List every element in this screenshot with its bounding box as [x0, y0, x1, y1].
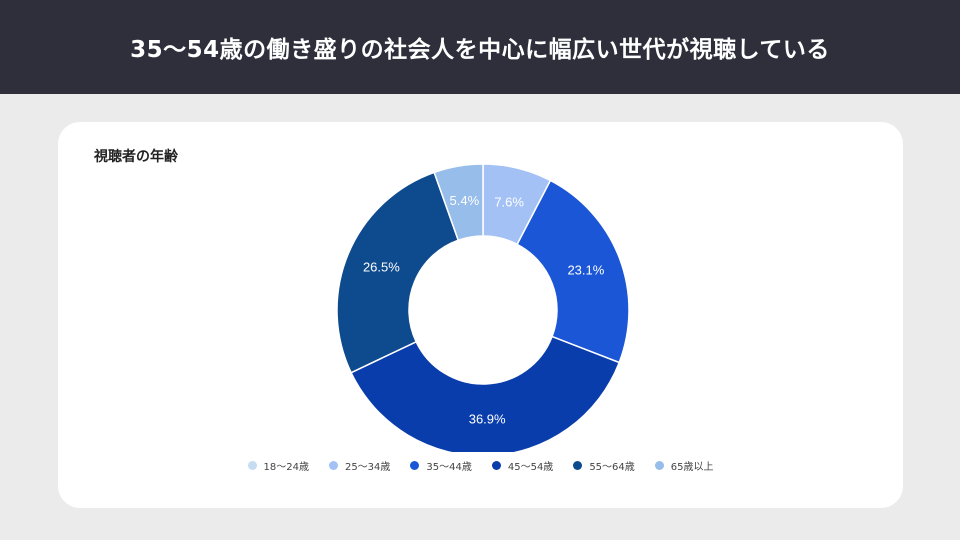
legend-label: 65歳以上 [670, 462, 714, 473]
legend-swatch [573, 461, 583, 470]
donut-slice [433, 163, 484, 242]
chart-legend: 18〜24歳 25〜34歳 35〜44歳 45〜54歳 55〜64歳 65歳以上 [58, 458, 903, 473]
legend-swatch [247, 461, 257, 470]
slice-value-label: 5.4% [450, 193, 480, 208]
slice-value-label: 23.1% [567, 263, 604, 278]
chart-title: 視聴者の年齢 [94, 149, 178, 165]
legend-label: 25〜34歳 [344, 462, 391, 473]
legend-label: 18〜24歳 [263, 462, 309, 473]
donut-slice [350, 335, 621, 452]
donut-slice [516, 179, 630, 364]
page-title: 35〜54歳の働き盛りの社会人を中心に幅広い世代が視聴している [130, 37, 830, 63]
legend-item: 18〜24歳 [247, 458, 309, 473]
legend-item: 65歳以上 [654, 458, 714, 473]
chart-card: 視聴者の年齢 7.6% 23.1% 36.9% 26.5% 5.4% 18〜24歳 25〜… [58, 122, 903, 508]
legend-swatch [328, 461, 338, 470]
slice-value-label: 36.9% [469, 411, 506, 426]
legend-item: 25〜34歳 [328, 458, 391, 473]
legend-item: 35〜44歳 [410, 458, 472, 473]
slice-value-label: 7.6% [494, 195, 524, 210]
legend-swatch [410, 461, 420, 470]
legend-swatch [654, 461, 664, 470]
legend-item: 55〜64歳 [573, 458, 635, 473]
legend-item: 45〜54歳 [491, 458, 554, 473]
donut-slice [336, 171, 460, 374]
header-bar: 35〜54歳の働き盛りの社会人を中心に幅広い世代が視聴している [0, 0, 960, 94]
legend-label: 35〜44歳 [426, 462, 472, 473]
legend-swatch [491, 461, 501, 470]
donut-chart: 7.6% 23.1% 36.9% 26.5% 5.4% [336, 163, 630, 452]
legend-label: 55〜64歳 [589, 462, 635, 473]
slice-value-label: 26.5% [363, 259, 400, 274]
legend-label: 45〜54歳 [507, 462, 554, 473]
